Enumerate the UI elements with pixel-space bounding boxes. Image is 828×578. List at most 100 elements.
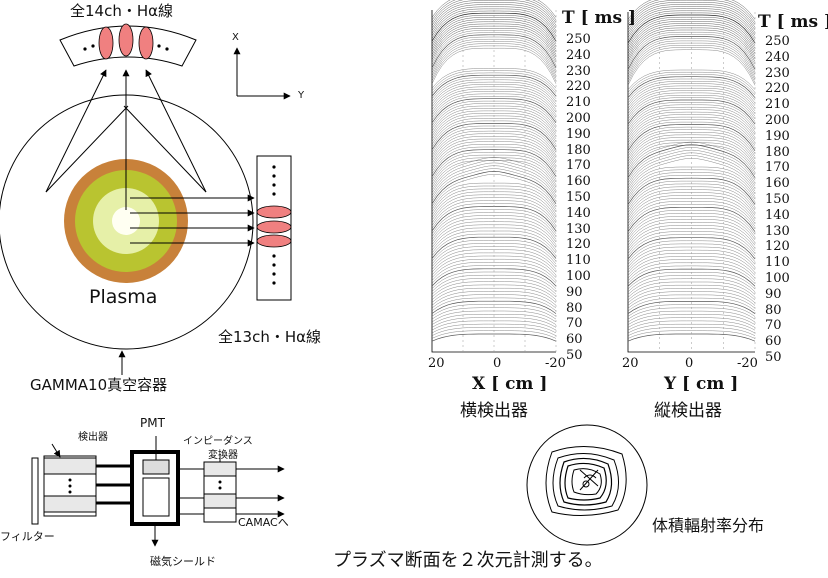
- waterfall-trace: [627, 10, 756, 38]
- waterfall-trace: [431, 32, 557, 66]
- waterfall-trace: [431, 39, 557, 74]
- waterfall-trace: [431, 323, 557, 334]
- waterfall-trace: [627, 139, 756, 167]
- waterfall-trace: [431, 243, 557, 265]
- waterfall-trace: [431, 0, 557, 26]
- waterfall-trace: [431, 88, 557, 113]
- waterfall-trace: [627, 256, 756, 276]
- waterfall-trace: [627, 0, 756, 23]
- t-tick-label: 120: [765, 239, 790, 255]
- left-axis-label: X [ cm ]: [472, 374, 548, 394]
- waterfall-trace: [431, 333, 557, 342]
- waterfall-trace: [627, 76, 756, 98]
- waterfall-trace: [431, 28, 557, 60]
- t-tick-label: 230: [765, 65, 790, 81]
- waterfall-trace: [627, 192, 756, 219]
- waterfall-trace: [431, 48, 557, 84]
- waterfall-trace: [627, 304, 756, 317]
- x-tick-label: -20: [737, 356, 758, 371]
- waterfall-trace: [627, 29, 756, 62]
- t-tick-label: 220: [566, 79, 591, 95]
- waterfall-trace: [431, 224, 557, 248]
- waterfall-trace: [627, 275, 756, 292]
- pmt-label: PMT: [140, 416, 165, 430]
- waterfall-trace: [627, 21, 756, 52]
- waterfall-trace: [627, 195, 756, 222]
- waterfall-trace: [431, 128, 557, 156]
- waterfall-trace: [431, 0, 557, 23]
- t-tick-label: 210: [765, 97, 790, 113]
- x-tick-label: 0: [685, 356, 694, 371]
- waterfall-trace: [431, 84, 557, 107]
- waterfall-trace: [627, 259, 756, 279]
- waterfall-trace: [627, 14, 756, 44]
- waterfall-trace: [431, 262, 557, 281]
- x-tick-label: 0: [493, 356, 502, 371]
- waterfall-trace: [431, 314, 557, 325]
- t-tick-label: 180: [765, 144, 790, 160]
- t-tick-label: 150: [765, 192, 790, 207]
- waterfall-trace: [627, 145, 756, 173]
- waterfall-traces: [431, 0, 557, 353]
- t-tick-label: 80: [765, 302, 782, 318]
- waterfall-trace: [431, 194, 557, 221]
- waterfall-traces: [627, 0, 756, 353]
- t-tick-label: 210: [566, 95, 591, 111]
- t-tick-label: 60: [566, 332, 583, 348]
- t-tick-label: 90: [765, 286, 782, 302]
- waterfall-trace: [627, 294, 756, 309]
- waterfall-trace: [431, 2, 557, 29]
- t-tick-label: 130: [765, 223, 790, 239]
- axis-y-label: Y: [298, 90, 305, 101]
- waterfall-trace: [431, 218, 557, 243]
- waterfall-trace: [627, 104, 756, 130]
- waterfall-trace: [627, 6, 756, 33]
- waterfall-trace: [431, 81, 557, 105]
- waterfall-trace: [431, 108, 557, 134]
- waterfall-trace: [431, 252, 557, 273]
- waterfall-trace: [627, 95, 756, 120]
- waterfall-trace: [627, 2, 756, 28]
- plasma-body: [64, 159, 188, 283]
- t-tick-label: 140: [566, 205, 591, 221]
- waterfall-trace: [431, 249, 557, 270]
- t-tick-label: 150: [566, 190, 591, 205]
- waterfall-trace: [431, 152, 557, 180]
- waterfall-trace: [431, 297, 557, 311]
- waterfall-trace: [431, 168, 557, 202]
- waterfall-trace: [431, 268, 557, 287]
- waterfall-trace: [627, 114, 756, 141]
- waterfall-trace: [431, 209, 557, 234]
- t-tick-label: 90: [566, 284, 583, 300]
- waterfall-trace: [627, 234, 756, 257]
- waterfall-trace: [431, 284, 557, 300]
- waterfall-trace: [431, 259, 557, 278]
- waterfall-trace: [627, 40, 756, 75]
- filter-label: フィルター: [0, 530, 55, 543]
- waterfall-trace: [431, 157, 557, 185]
- waterfall-trace: [627, 4, 756, 31]
- top-detector-chords: [83, 23, 169, 60]
- waterfall-trace: [627, 155, 756, 189]
- camac-label: CAMACへ: [238, 516, 289, 529]
- waterfall-trace: [627, 8, 756, 36]
- waterfall-trace: [627, 149, 756, 184]
- waterfall-trace: [431, 294, 557, 309]
- waterfall-trace: [627, 240, 756, 262]
- t-tick-label: 110: [765, 255, 790, 271]
- x-tick-label: 20: [428, 356, 445, 371]
- waterfall-trace: [431, 77, 557, 99]
- waterfall-trace: [627, 189, 756, 216]
- detector-circuit: [31, 436, 285, 547]
- waterfall-trace: [627, 180, 756, 208]
- waterfall-trace: [627, 119, 756, 146]
- waterfall-trace: [627, 81, 756, 104]
- waterfall-trace: [431, 93, 557, 118]
- waterfall-trace: [431, 12, 557, 42]
- t-tick-label: 160: [566, 174, 591, 190]
- t-tick-label: 200: [566, 111, 591, 126]
- waterfall-trace: [627, 231, 756, 254]
- t-tick-label: 220: [765, 81, 790, 97]
- t-tick-label: 80: [566, 300, 583, 316]
